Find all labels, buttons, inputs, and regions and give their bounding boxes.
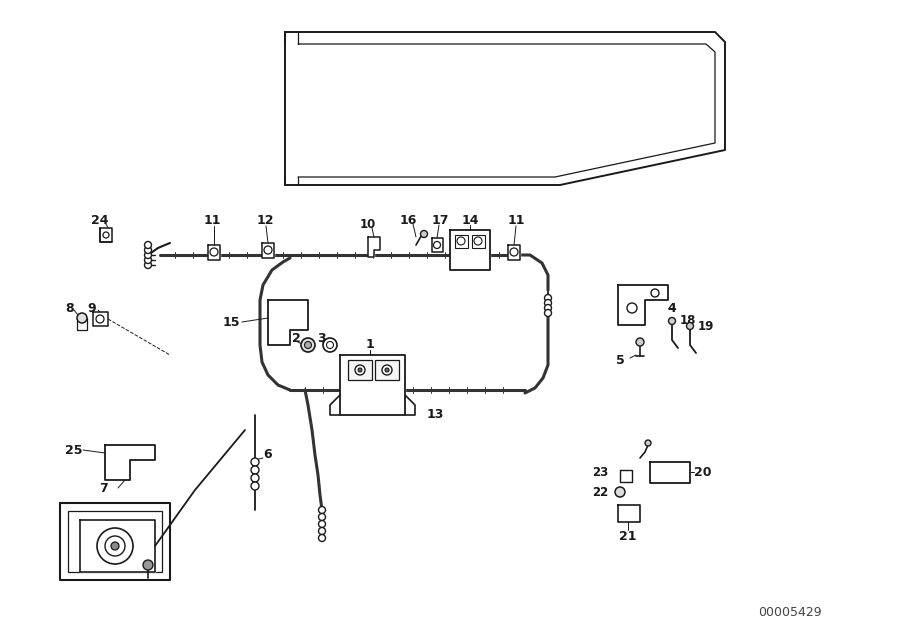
- Circle shape: [210, 248, 218, 256]
- Circle shape: [382, 365, 392, 375]
- Circle shape: [103, 232, 109, 238]
- Text: 20: 20: [694, 466, 712, 478]
- Text: 12: 12: [256, 213, 274, 227]
- Circle shape: [77, 313, 87, 323]
- Circle shape: [544, 299, 552, 306]
- Circle shape: [251, 458, 259, 466]
- Circle shape: [97, 528, 133, 564]
- Polygon shape: [285, 32, 725, 185]
- Polygon shape: [105, 445, 155, 480]
- Text: 2: 2: [292, 331, 301, 345]
- Bar: [472, 235, 485, 248]
- Text: 25: 25: [65, 443, 82, 457]
- Polygon shape: [618, 505, 640, 522]
- Text: 17: 17: [431, 213, 449, 227]
- Text: 8: 8: [66, 301, 75, 315]
- Polygon shape: [450, 230, 490, 270]
- Circle shape: [457, 237, 465, 245]
- Text: 23: 23: [592, 466, 608, 478]
- Circle shape: [145, 252, 151, 259]
- Text: 14: 14: [461, 213, 479, 227]
- Text: 11: 11: [203, 213, 220, 227]
- Circle shape: [319, 506, 326, 513]
- Circle shape: [687, 322, 694, 329]
- Circle shape: [434, 241, 440, 248]
- Bar: [68, 511, 162, 572]
- Circle shape: [651, 289, 659, 297]
- Circle shape: [544, 294, 552, 301]
- Circle shape: [145, 257, 151, 264]
- Polygon shape: [340, 355, 405, 415]
- Polygon shape: [618, 285, 668, 325]
- Text: 16: 16: [400, 213, 417, 227]
- Polygon shape: [368, 237, 380, 257]
- Circle shape: [145, 262, 151, 269]
- Polygon shape: [650, 462, 690, 483]
- Circle shape: [145, 241, 151, 248]
- Circle shape: [544, 304, 552, 311]
- Text: 5: 5: [616, 354, 625, 366]
- Text: 4: 4: [668, 301, 677, 315]
- Circle shape: [669, 317, 676, 324]
- Circle shape: [251, 482, 259, 490]
- Polygon shape: [268, 300, 308, 345]
- Polygon shape: [100, 228, 112, 242]
- Text: 00005429: 00005429: [758, 606, 822, 619]
- Text: 1: 1: [365, 338, 374, 352]
- Circle shape: [319, 534, 326, 541]
- Circle shape: [251, 474, 259, 482]
- Circle shape: [474, 237, 482, 245]
- Circle shape: [544, 310, 552, 317]
- Circle shape: [111, 542, 119, 550]
- Polygon shape: [262, 243, 274, 258]
- Text: 9: 9: [87, 301, 96, 315]
- Polygon shape: [60, 503, 170, 580]
- Text: 19: 19: [698, 320, 715, 333]
- Bar: [375, 360, 399, 380]
- Circle shape: [385, 368, 389, 372]
- Circle shape: [645, 440, 651, 446]
- Text: 6: 6: [263, 448, 272, 461]
- Polygon shape: [508, 245, 520, 260]
- Text: 7: 7: [99, 482, 107, 494]
- Text: 13: 13: [427, 408, 444, 422]
- Polygon shape: [620, 470, 632, 482]
- Bar: [455, 235, 468, 248]
- Circle shape: [251, 466, 259, 474]
- Circle shape: [319, 527, 326, 534]
- Polygon shape: [208, 245, 220, 260]
- Circle shape: [323, 338, 337, 352]
- Text: 18: 18: [680, 313, 697, 327]
- Circle shape: [96, 315, 104, 323]
- Text: 15: 15: [222, 315, 240, 329]
- Circle shape: [636, 338, 644, 346]
- Circle shape: [143, 560, 153, 570]
- Polygon shape: [80, 520, 155, 572]
- Circle shape: [105, 536, 125, 556]
- Circle shape: [304, 341, 311, 348]
- Text: 22: 22: [592, 485, 608, 499]
- Polygon shape: [93, 312, 108, 326]
- Circle shape: [301, 338, 315, 352]
- Text: 21: 21: [619, 529, 637, 543]
- Bar: [348, 360, 372, 380]
- Circle shape: [327, 341, 334, 348]
- Circle shape: [420, 231, 427, 238]
- Circle shape: [145, 247, 151, 254]
- Polygon shape: [432, 238, 443, 252]
- Circle shape: [319, 520, 326, 527]
- Circle shape: [615, 487, 625, 497]
- Circle shape: [319, 513, 326, 520]
- Circle shape: [358, 368, 362, 372]
- Text: 11: 11: [508, 213, 525, 227]
- Text: 3: 3: [317, 331, 325, 345]
- Text: 10: 10: [360, 218, 376, 231]
- Text: 24: 24: [91, 213, 109, 227]
- Circle shape: [510, 248, 518, 256]
- Circle shape: [355, 365, 365, 375]
- Circle shape: [264, 246, 272, 254]
- Circle shape: [627, 303, 637, 313]
